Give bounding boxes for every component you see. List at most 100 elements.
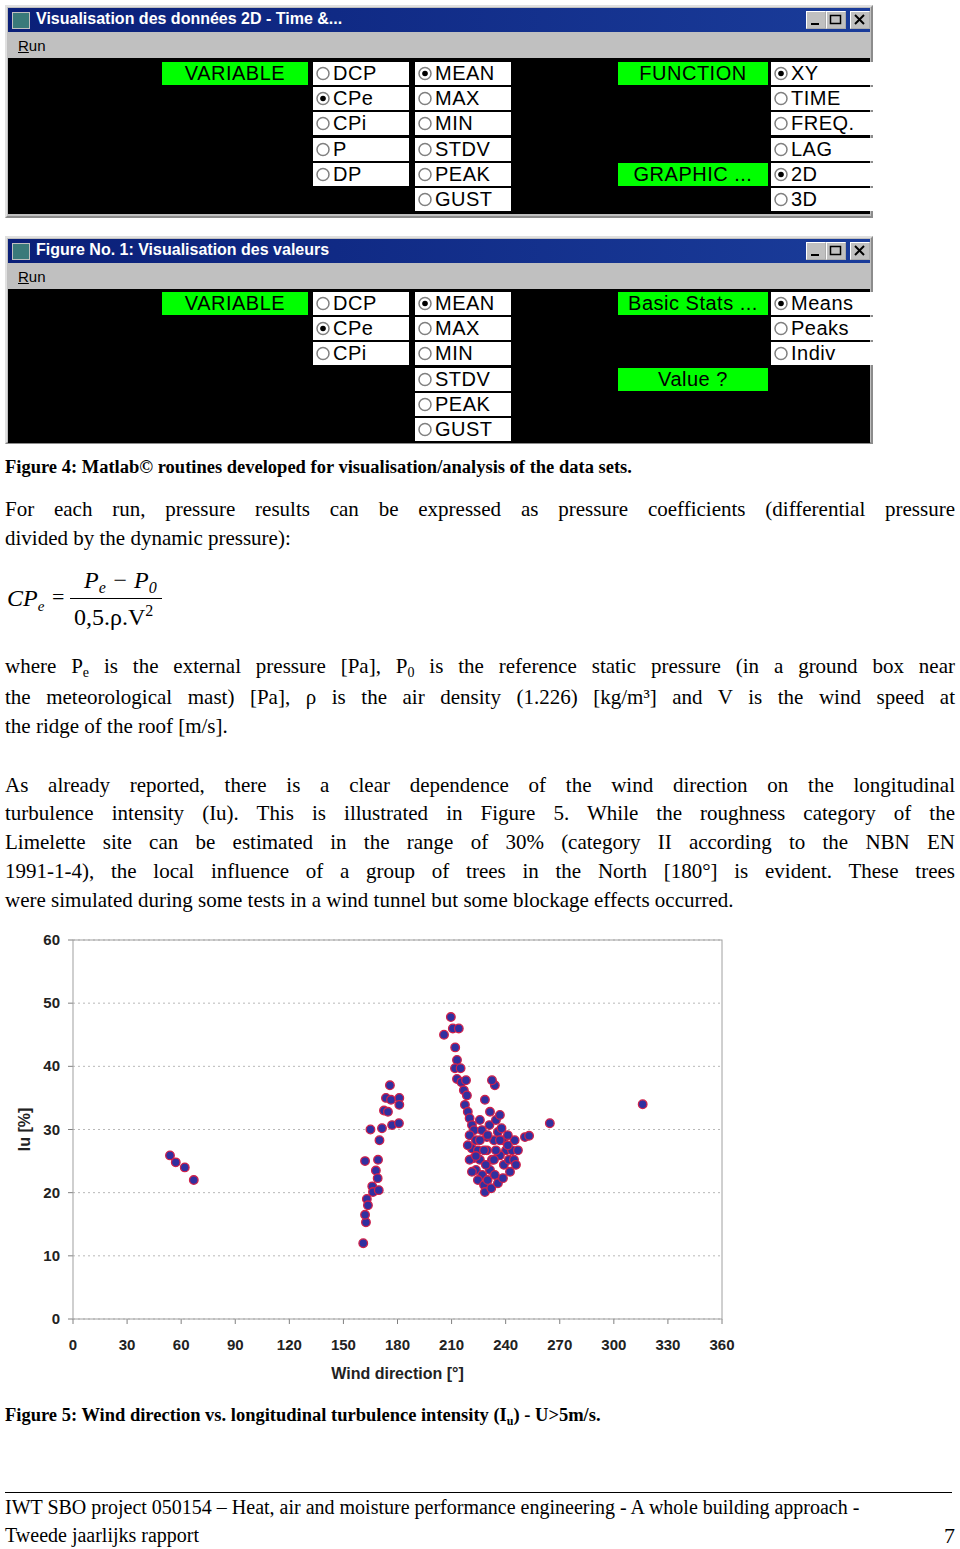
radio-button[interactable] <box>772 163 790 186</box>
radio-option[interactable]: XY <box>771 62 873 85</box>
radio-button[interactable] <box>416 418 434 441</box>
radio-option[interactable]: STDV <box>415 368 511 391</box>
radio-ring <box>419 348 431 360</box>
window-button[interactable] <box>806 11 826 29</box>
window-button[interactable] <box>826 242 846 260</box>
radio-option[interactable]: PEAK <box>415 163 511 186</box>
radio-option[interactable]: MEAN <box>415 292 511 315</box>
window-button[interactable] <box>850 242 870 260</box>
radio-option[interactable]: CPi <box>313 342 409 365</box>
radio-option[interactable]: P <box>313 138 409 161</box>
radio-button[interactable] <box>772 317 790 340</box>
grid-line <box>73 1066 722 1067</box>
radio-button[interactable] <box>314 87 332 110</box>
data-point <box>373 1174 382 1183</box>
radio-option[interactable]: MIN <box>415 112 511 135</box>
radio-option[interactable]: DCP <box>313 62 409 85</box>
data-point <box>386 1081 395 1090</box>
radio-button[interactable] <box>314 342 332 365</box>
data-point <box>454 1024 463 1033</box>
radio-option[interactable]: CPe <box>313 87 409 110</box>
superscript: 2 <box>145 602 153 619</box>
tick-mark <box>235 1319 236 1324</box>
radio-option[interactable]: Peaks <box>771 317 873 340</box>
radio-option[interactable]: DP <box>313 163 409 186</box>
data-point <box>504 1141 513 1150</box>
tick-label: 150 <box>331 1336 356 1353</box>
radio-button[interactable] <box>772 292 790 315</box>
text: Figure 5: Wind direction vs. longitudina… <box>5 1405 507 1425</box>
radio-option[interactable]: LAG <box>771 138 873 161</box>
radio-button[interactable] <box>416 138 434 161</box>
radio-button[interactable] <box>314 292 332 315</box>
group-label: Value ? <box>618 368 768 391</box>
radio-button[interactable] <box>416 62 434 85</box>
radio-button[interactable] <box>416 368 434 391</box>
radio-ring <box>419 373 431 385</box>
radio-option[interactable]: MEAN <box>415 62 511 85</box>
radio-button[interactable] <box>416 342 434 365</box>
tick-label: 0 <box>69 1336 77 1353</box>
radio-button[interactable] <box>314 317 332 340</box>
radio-button[interactable] <box>416 317 434 340</box>
chart: 0102030405060030609012015018021024027030… <box>0 925 960 1395</box>
radio-option[interactable]: Means <box>771 292 873 315</box>
option-text: MEAN <box>435 62 495 85</box>
subscript: e <box>99 579 106 596</box>
radio-button[interactable] <box>772 62 790 85</box>
radio-button[interactable] <box>314 163 332 186</box>
button-icon <box>807 12 825 28</box>
radio-button[interactable] <box>772 112 790 135</box>
radio-option[interactable]: Indiv <box>771 342 873 365</box>
icon-shape <box>831 247 841 255</box>
tick-mark <box>451 1319 452 1324</box>
option-text: CPi <box>333 112 367 135</box>
radio-button[interactable] <box>416 112 434 135</box>
radio-option[interactable]: FREQ. <box>771 112 873 135</box>
radio-button[interactable] <box>314 138 332 161</box>
radio-option[interactable]: PEAK <box>415 393 511 416</box>
option-text: FREQ. <box>791 112 855 135</box>
radio-option[interactable]: CPi <box>313 112 409 135</box>
radio-button[interactable] <box>772 138 790 161</box>
radio-button[interactable] <box>416 393 434 416</box>
menu-item[interactable]: Run <box>18 268 46 288</box>
radio-button[interactable] <box>772 87 790 110</box>
data-point <box>496 1136 505 1145</box>
radio-option[interactable]: 2D <box>771 163 873 186</box>
menu-item[interactable]: Run <box>18 37 46 57</box>
text: 1991-1-4), the local influence of a grou… <box>5 859 955 883</box>
radio-ring <box>775 298 787 310</box>
radio-option[interactable]: DCP <box>313 292 409 315</box>
radio-button[interactable] <box>772 188 790 211</box>
group-label: VARIABLE <box>162 292 308 315</box>
window-button[interactable] <box>850 11 870 29</box>
tick-mark <box>343 1319 344 1324</box>
radio-option[interactable]: MIN <box>415 342 511 365</box>
radio-option[interactable]: GUST <box>415 418 511 441</box>
radio-dot <box>320 96 326 102</box>
radio-option[interactable]: STDV <box>415 138 511 161</box>
option-text: PEAK <box>435 393 490 416</box>
radio-button[interactable] <box>772 342 790 365</box>
radio-button[interactable] <box>314 62 332 85</box>
tick-mark <box>289 1319 290 1324</box>
option-text: DCP <box>333 292 377 315</box>
radio-ring <box>317 323 329 335</box>
radio-option[interactable]: CPe <box>313 317 409 340</box>
radio-option[interactable]: GUST <box>415 188 511 211</box>
radio-button[interactable] <box>416 292 434 315</box>
window-title: Visualisation des données 2D - Time &... <box>36 10 342 30</box>
radio-option[interactable]: 3D <box>771 188 873 211</box>
radio-option[interactable]: TIME <box>771 87 873 110</box>
radio-button[interactable] <box>416 163 434 186</box>
window-button[interactable] <box>826 11 846 29</box>
window-button[interactable] <box>806 242 826 260</box>
text: is the reference static pressure (in a g… <box>414 654 955 678</box>
radio-button[interactable] <box>416 87 434 110</box>
radio-option[interactable]: MAX <box>415 317 511 340</box>
radio-option[interactable]: MAX <box>415 87 511 110</box>
data-point <box>482 1161 491 1170</box>
radio-button[interactable] <box>416 188 434 211</box>
radio-button[interactable] <box>314 112 332 135</box>
